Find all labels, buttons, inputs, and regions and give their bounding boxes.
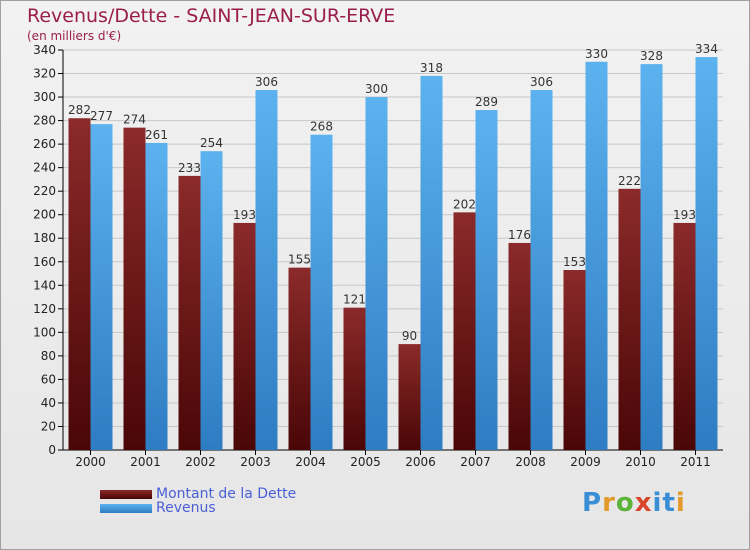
bar-revenue xyxy=(695,57,718,450)
x-tick-label: 2011 xyxy=(680,455,711,469)
x-tick-label: 2005 xyxy=(350,455,381,469)
data-label-debt: 233 xyxy=(178,161,201,175)
y-tick-labels: 0 20 40 60 80 100 120 140 160 180 200 220 240 260 280 3… xyxy=(33,43,56,457)
bars xyxy=(68,57,718,451)
y-tick-label: 120 xyxy=(33,302,56,316)
bar-debt xyxy=(178,175,201,450)
y-tick-label: 100 xyxy=(33,325,56,339)
data-label-debt: 176 xyxy=(508,228,531,242)
bar-debt xyxy=(673,222,696,450)
bar-debt xyxy=(618,188,641,450)
y-tick-label: 20 xyxy=(41,419,56,433)
y-tick-label: 140 xyxy=(33,278,56,292)
x-tick-label: 2003 xyxy=(240,455,271,469)
x-tick-label: 2000 xyxy=(75,455,106,469)
data-label-debt: 90 xyxy=(402,329,417,343)
x-tick-label: 2002 xyxy=(185,455,216,469)
axes xyxy=(62,50,723,451)
bar-revenue xyxy=(585,61,608,450)
bar-revenue xyxy=(145,142,168,451)
y-tick-label: 180 xyxy=(33,231,56,245)
legend-item-revenue: Revenus xyxy=(100,500,296,516)
chart-title: Revenus/Dette - SAINT-JEAN-SUR-ERVE xyxy=(27,5,396,27)
legend-label-revenue: Revenus xyxy=(156,500,216,516)
bar-debt xyxy=(233,222,256,450)
x-tick-labels: 2000 2001 2002 2003 2004 2005 2006 2007 2008 2009… xyxy=(75,450,711,469)
bar-revenue xyxy=(420,75,443,450)
data-label-debt: 193 xyxy=(673,208,696,222)
bar-revenue xyxy=(255,90,278,450)
x-tick-label: 2001 xyxy=(130,455,161,469)
y-tick-label: 200 xyxy=(33,208,56,222)
bar-debt xyxy=(563,270,586,450)
bar-revenue xyxy=(475,110,498,450)
bar-revenue xyxy=(365,97,388,450)
data-label-debt: 155 xyxy=(288,253,311,267)
bar-debt xyxy=(508,242,531,450)
legend-item-debt: Montant de la Dette xyxy=(100,486,297,502)
data-label-debt: 282 xyxy=(68,103,91,117)
bar-revenue xyxy=(90,124,113,450)
data-label-debt: 274 xyxy=(123,113,146,127)
gridlines xyxy=(58,49,723,451)
data-label-debt: 222 xyxy=(618,174,641,188)
x-tick-label: 2004 xyxy=(295,455,326,469)
data-label-revenue: 328 xyxy=(640,49,663,63)
y-tick-label: 0 xyxy=(48,443,56,457)
bar-debt xyxy=(453,212,476,450)
data-label-revenue: 306 xyxy=(530,75,553,89)
bar-revenue xyxy=(200,151,223,451)
data-label-debt: 153 xyxy=(563,255,586,269)
x-tick-label: 2009 xyxy=(570,455,601,469)
data-label-revenue: 261 xyxy=(145,128,168,142)
y-tick-label: 60 xyxy=(41,372,56,386)
y-tick-label: 300 xyxy=(33,90,56,104)
legend-swatch-debt xyxy=(100,489,152,499)
x-tick-label: 2007 xyxy=(460,455,491,469)
data-label-revenue: 330 xyxy=(585,47,608,61)
bar-debt xyxy=(288,267,311,450)
bar-debt xyxy=(398,344,421,450)
legend-label-debt: Montant de la Dette xyxy=(156,486,297,502)
bar-revenue xyxy=(640,64,663,450)
y-tick-label: 40 xyxy=(41,396,56,410)
data-label-debt: 193 xyxy=(233,208,256,222)
data-label-revenue: 268 xyxy=(310,120,333,134)
bar-debt xyxy=(343,307,366,450)
x-tick-label: 2010 xyxy=(625,455,656,469)
y-tick-label: 340 xyxy=(33,43,56,57)
data-label-revenue: 289 xyxy=(475,95,498,109)
chart-subtitle: (en milliers d'€) xyxy=(27,29,122,43)
proxiti-logo: Proxiti xyxy=(582,488,686,518)
y-tick-label: 220 xyxy=(33,184,56,198)
data-label-revenue: 306 xyxy=(255,75,278,89)
y-tick-label: 80 xyxy=(41,349,56,363)
data-label-debt: 202 xyxy=(453,197,476,211)
data-label-revenue: 254 xyxy=(200,136,223,150)
bar-debt xyxy=(68,118,91,450)
legend-swatch-revenue xyxy=(100,503,152,513)
bar-debt xyxy=(123,127,146,450)
y-tick-label: 260 xyxy=(33,137,56,151)
y-tick-label: 240 xyxy=(33,161,56,175)
x-tick-label: 2006 xyxy=(405,455,436,469)
data-label-revenue: 300 xyxy=(365,82,388,96)
data-label-revenue: 334 xyxy=(695,42,718,56)
data-label-revenue: 277 xyxy=(90,109,113,123)
y-tick-label: 280 xyxy=(33,114,56,128)
y-tick-label: 320 xyxy=(33,67,56,81)
data-label-debt: 121 xyxy=(343,293,366,307)
legend: Montant de la Dette Revenus xyxy=(100,486,297,516)
bar-revenue xyxy=(310,134,333,451)
bar-revenue xyxy=(530,90,553,450)
data-label-revenue: 318 xyxy=(420,61,443,75)
x-tick-label: 2008 xyxy=(515,455,546,469)
y-tick-label: 160 xyxy=(33,255,56,269)
